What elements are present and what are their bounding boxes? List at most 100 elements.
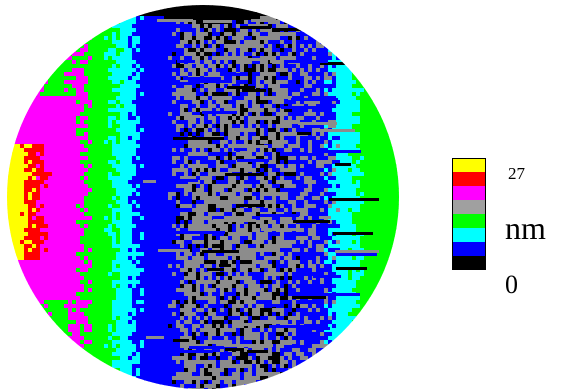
map-cell [20, 80, 25, 85]
map-cell [236, 92, 241, 97]
map-cell [52, 24, 57, 29]
map-cell [148, 172, 153, 177]
map-cell [388, 108, 393, 113]
map-cell [12, 20, 17, 25]
map-cell [32, 56, 37, 61]
map-cell [20, 28, 25, 33]
map-cell [68, 52, 73, 57]
map-cell [24, 48, 29, 53]
map-cell [152, 52, 157, 57]
map-cell [376, 72, 381, 77]
map-cell [168, 8, 173, 13]
map-cell [388, 96, 393, 101]
map-cell [252, 20, 257, 25]
map-cell [272, 160, 277, 165]
map-cell [96, 84, 101, 89]
map-cell [364, 128, 369, 133]
map-cell [100, 96, 105, 101]
map-cell [72, 8, 77, 13]
map-cell [324, 116, 329, 121]
map-cell [256, 132, 261, 137]
map-cell [344, 140, 349, 145]
map-cell [232, 12, 237, 17]
map-cell [380, 84, 385, 89]
map-cell [188, 88, 193, 93]
map-cell [320, 140, 325, 145]
map-cell [308, 156, 313, 161]
map-cell [24, 164, 29, 169]
map-cell [12, 72, 17, 77]
map-cell [264, 44, 269, 49]
map-cell [300, 44, 305, 49]
map-cell [56, 24, 61, 29]
map-cell [352, 180, 357, 185]
map-cell [124, 144, 129, 149]
map-cell [276, 136, 281, 141]
map-cell [360, 164, 365, 169]
map-cell [108, 164, 113, 169]
map-cell [356, 40, 361, 45]
map-cell [100, 56, 105, 61]
map-cell [152, 116, 157, 121]
map-cell [380, 56, 385, 61]
map-cell [324, 160, 329, 165]
map-cell [116, 128, 121, 133]
map-cell [216, 36, 221, 41]
map-cell [268, 100, 273, 105]
map-cell [40, 68, 45, 73]
map-cell [364, 36, 369, 41]
map-cell [372, 56, 377, 61]
map-cell [284, 20, 289, 25]
map-cell [80, 128, 85, 133]
map-cell [24, 176, 29, 181]
map-cell [184, 56, 189, 61]
map-cell [256, 28, 261, 33]
map-cell [372, 32, 377, 37]
map-cell [288, 64, 293, 69]
map-cell [104, 0, 109, 5]
map-cell [136, 24, 141, 29]
map-cell [52, 180, 57, 185]
map-cell [300, 5, 305, 9]
map-cell [380, 60, 385, 65]
map-cell [248, 72, 253, 77]
map-cell [216, 112, 221, 117]
map-cell [216, 52, 221, 57]
map-cell [132, 120, 137, 125]
map-cell [160, 32, 165, 37]
map-cell [56, 96, 61, 101]
map-cell [332, 116, 337, 121]
map-cell [8, 180, 13, 185]
map-cell [148, 28, 153, 33]
map-cell [48, 28, 53, 33]
map-cell [260, 44, 265, 49]
map-cell [20, 5, 25, 9]
map-cell [280, 40, 285, 45]
map-cell [220, 48, 225, 53]
map-cell [44, 144, 49, 149]
map-cell [40, 124, 45, 129]
map-cell [216, 32, 221, 37]
map-cell [236, 28, 241, 33]
map-cell [80, 68, 85, 73]
map-cell [116, 116, 121, 121]
map-cell [328, 48, 333, 53]
map-cell [296, 176, 301, 181]
map-cell [232, 24, 237, 29]
map-cell [64, 104, 69, 109]
map-cell [128, 124, 133, 129]
map-cell [260, 156, 265, 161]
map-cell [336, 0, 341, 5]
map-cell [92, 48, 97, 53]
map-cell [164, 96, 169, 101]
map-cell [360, 76, 365, 81]
map-cell [7, 116, 9, 121]
map-cell [120, 44, 125, 49]
map-cell [296, 72, 301, 77]
map-cell [128, 24, 133, 29]
map-cell [376, 172, 381, 177]
map-cell [352, 56, 357, 61]
map-cell [84, 44, 89, 49]
map-cell [320, 100, 325, 105]
map-cell [60, 5, 65, 9]
